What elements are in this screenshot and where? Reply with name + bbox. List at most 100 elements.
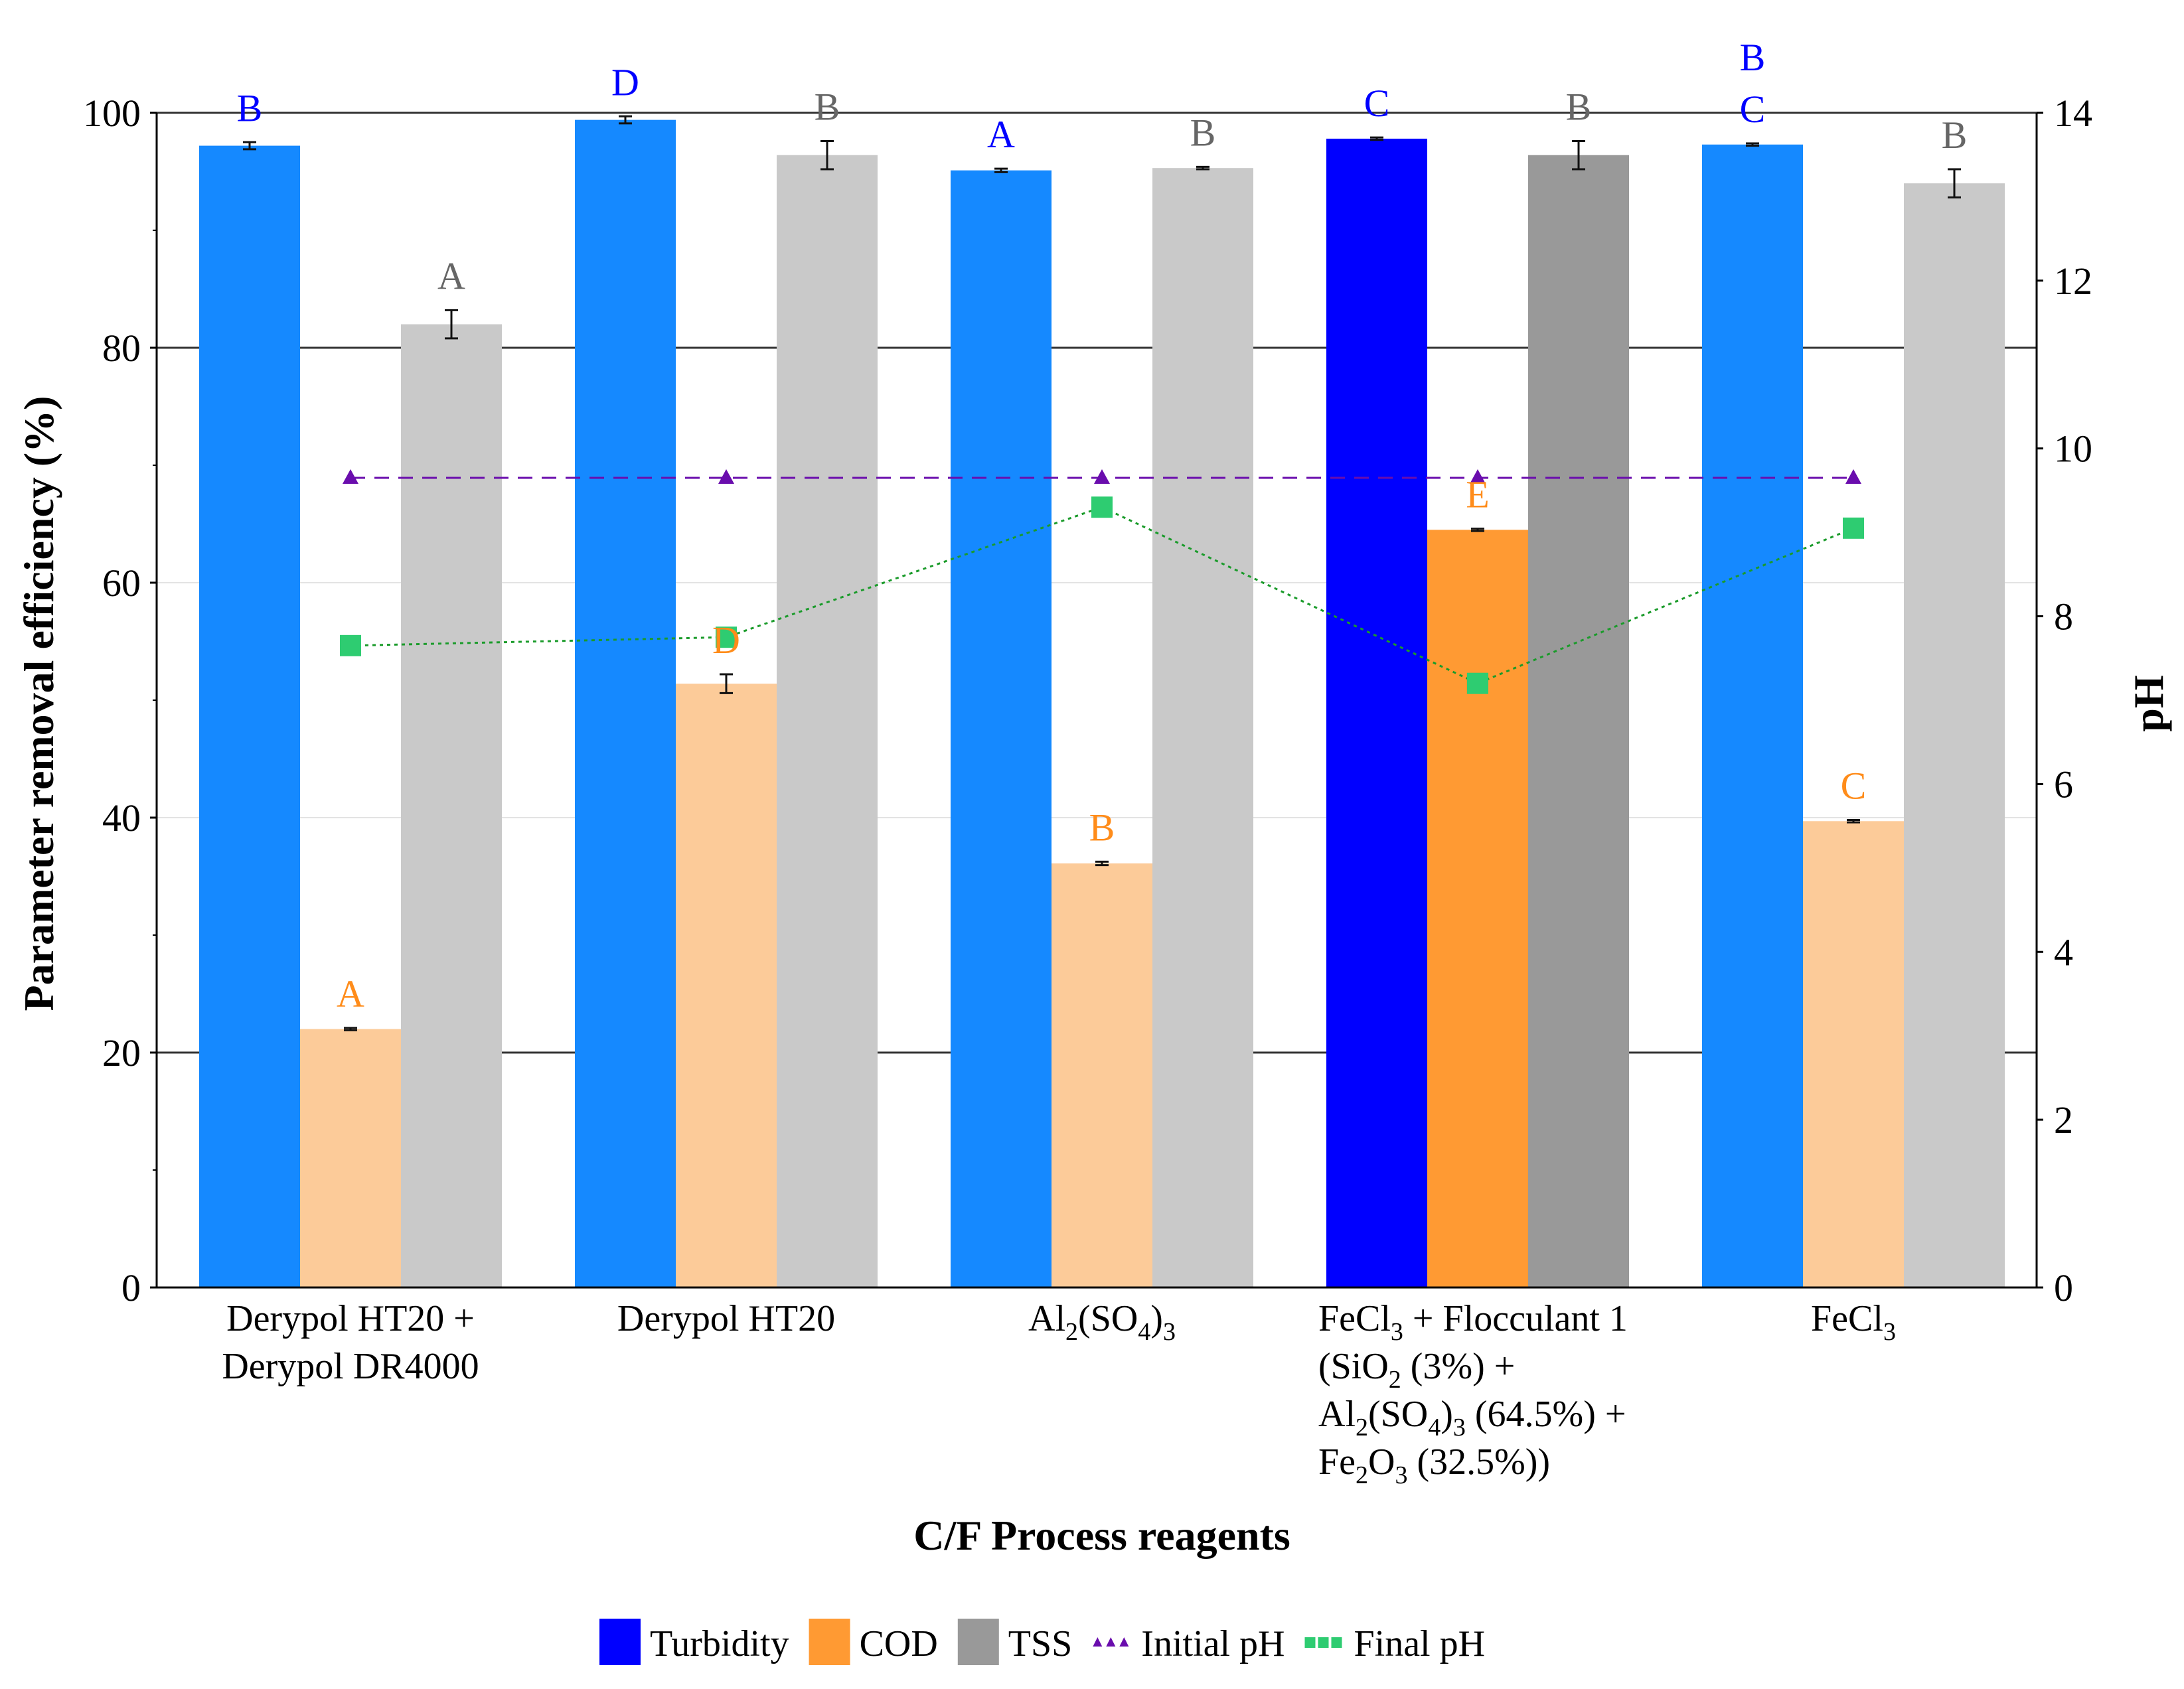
bar-cod-0 bbox=[300, 1029, 401, 1287]
x-tick-label-part: FeCl bbox=[1811, 1298, 1883, 1339]
bar-tss-4 bbox=[1904, 183, 2005, 1288]
marker-final-ph-2 bbox=[1091, 496, 1113, 518]
x-tick-label-part: Al bbox=[1028, 1298, 1065, 1339]
y-axis-title: Parameter removal efficiency (%) bbox=[15, 396, 62, 1011]
x-tick-label: Derypol HT20 bbox=[617, 1298, 835, 1339]
y-tick-label: 60 bbox=[102, 561, 141, 605]
x-tick-label: Fe2O3 (32.5%)) bbox=[1318, 1441, 1550, 1489]
x-tick-label-part: (SO bbox=[1078, 1298, 1138, 1339]
labels-layer: BDACBCADBECABBBB02040608010002468101214D… bbox=[15, 36, 2172, 1559]
lines-layer bbox=[340, 469, 1864, 694]
legend-swatch-cod bbox=[809, 1619, 850, 1665]
x-tick-label-part: + Flocculant 1 bbox=[1403, 1298, 1628, 1339]
y2-tick-label: 10 bbox=[2054, 427, 2092, 471]
x-tick-label-part: FeCl bbox=[1318, 1298, 1391, 1339]
legend-layer: Turbidity COD TSS Initial pH Final pH bbox=[599, 1619, 1485, 1665]
y2-tick-label: 0 bbox=[2054, 1266, 2073, 1309]
legend-label-tss: TSS bbox=[1008, 1623, 1073, 1664]
legend-swatch-final-ph bbox=[1331, 1637, 1342, 1648]
marker-final-ph-1 bbox=[716, 626, 737, 648]
x-tick-label-part: 2 bbox=[1356, 1414, 1368, 1441]
x-tick-label-part: 3 bbox=[1391, 1318, 1403, 1346]
bar-cod-1 bbox=[676, 684, 777, 1287]
x-tick-label: Derypol HT20 + bbox=[226, 1298, 475, 1339]
significance-letter: D bbox=[611, 60, 639, 104]
marker-final-ph-0 bbox=[340, 634, 361, 656]
significance-letter: A bbox=[437, 254, 465, 297]
legend-label-final-ph: Final pH bbox=[1354, 1623, 1485, 1664]
x-tick-label-part: 3 bbox=[1883, 1318, 1896, 1346]
marker-final-ph-3 bbox=[1467, 672, 1488, 694]
marker-initial-ph-1 bbox=[718, 469, 734, 484]
significance-letter: B bbox=[1190, 111, 1216, 154]
y2-tick-label: 14 bbox=[2054, 92, 2092, 135]
significance-letter: E bbox=[1466, 473, 1489, 516]
legend-label-cod: COD bbox=[860, 1623, 938, 1664]
significance-letter: D bbox=[712, 619, 740, 662]
x-tick-label: Al2(SO4)3 bbox=[1028, 1298, 1176, 1346]
significance-letter: B bbox=[1942, 113, 1968, 157]
x-tick-label-part: ) bbox=[1441, 1394, 1453, 1435]
x-tick-label-part: 2 bbox=[1065, 1318, 1078, 1346]
legend-label-turbidity: Turbidity bbox=[650, 1623, 789, 1664]
significance-letter: B bbox=[1089, 806, 1115, 849]
significance-letter: A bbox=[337, 972, 364, 1015]
y2-tick-label: 12 bbox=[2054, 259, 2092, 303]
bar-cod-2 bbox=[1052, 863, 1152, 1287]
legend-swatch-final-ph bbox=[1304, 1637, 1316, 1648]
marker-initial-ph-2 bbox=[1094, 469, 1110, 484]
bar-turbidity-3 bbox=[1326, 138, 1427, 1288]
bar-tss-0 bbox=[401, 324, 502, 1288]
significance-letter: C bbox=[1740, 88, 1766, 131]
bar-tss-1 bbox=[777, 155, 878, 1288]
significance-letter: B bbox=[815, 85, 840, 128]
x-tick-label: FeCl3 + Flocculant 1 bbox=[1318, 1298, 1628, 1346]
bar-cod-3 bbox=[1427, 530, 1528, 1287]
x-tick-label-part: 3 bbox=[1395, 1461, 1407, 1489]
legend-swatch-initial-ph bbox=[1106, 1637, 1116, 1647]
x-tick-label-part: Derypol DR4000 bbox=[222, 1346, 479, 1387]
y2-axis-title: pH bbox=[2125, 675, 2172, 731]
legend-swatch-initial-ph bbox=[1093, 1637, 1103, 1647]
legend-swatch-final-ph bbox=[1318, 1637, 1329, 1648]
x-tick-label-part: 3 bbox=[1163, 1318, 1176, 1346]
bar-cod-4 bbox=[1803, 821, 1904, 1287]
y-tick-label: 0 bbox=[121, 1266, 141, 1309]
x-tick-label-part: 4 bbox=[1138, 1318, 1150, 1346]
significance-letter: C bbox=[1364, 82, 1390, 125]
bars-layer bbox=[199, 115, 2005, 1288]
marker-initial-ph-0 bbox=[343, 469, 358, 484]
x-tick-label-part: (SiO bbox=[1318, 1346, 1389, 1387]
bar-turbidity-0 bbox=[199, 145, 300, 1287]
x-tick-label: (SiO2 (3%) + bbox=[1318, 1346, 1515, 1394]
y-tick-label: 20 bbox=[102, 1031, 141, 1074]
bar-turbidity-4 bbox=[1702, 144, 1803, 1287]
line-final-ph bbox=[350, 506, 1854, 685]
x-tick-label-part: Fe bbox=[1318, 1441, 1356, 1483]
x-tick-label-part: 2 bbox=[1389, 1366, 1401, 1394]
bar-turbidity-1 bbox=[575, 119, 676, 1287]
x-tick-label-part: ) bbox=[1150, 1298, 1163, 1339]
bar-tss-2 bbox=[1152, 168, 1253, 1288]
bar-tss-3 bbox=[1528, 155, 1629, 1288]
legend-swatch-initial-ph bbox=[1119, 1637, 1129, 1647]
x-tick-label-part: 4 bbox=[1428, 1414, 1441, 1441]
significance-letter: B bbox=[1566, 85, 1592, 128]
y2-tick-label: 8 bbox=[2054, 595, 2073, 638]
y-tick-label: 100 bbox=[83, 92, 141, 135]
legend-swatch-turbidity bbox=[599, 1619, 641, 1665]
x-tick-label-part: 2 bbox=[1356, 1461, 1368, 1489]
x-axis-title: C/F Process reagents bbox=[913, 1512, 1290, 1559]
significance-letter: B bbox=[237, 86, 263, 129]
y2-tick-label: 6 bbox=[2054, 763, 2073, 806]
bar-turbidity-2 bbox=[951, 170, 1052, 1288]
x-tick-label-part: (32.5%)) bbox=[1407, 1441, 1550, 1483]
x-tick-label-part: O bbox=[1368, 1441, 1395, 1483]
x-tick-label: Al2(SO4)3 (64.5%) + bbox=[1318, 1394, 1626, 1441]
x-tick-label-part: Derypol HT20 + bbox=[226, 1298, 475, 1339]
significance-letter: C bbox=[1841, 765, 1867, 808]
y2-tick-label: 2 bbox=[2054, 1098, 2073, 1141]
x-tick-label-part: Al bbox=[1318, 1394, 1356, 1435]
